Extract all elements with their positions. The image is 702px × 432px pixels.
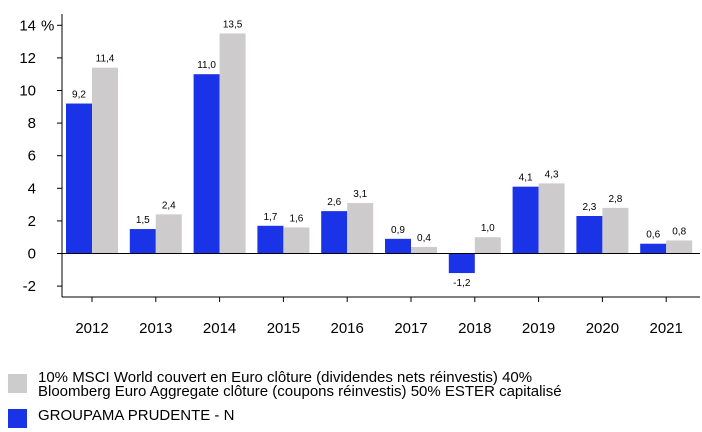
bar-chart: 9,2 11,4 1,5 2,4 11,0 13,5 1,7 1,6 2,6 3,1 0,9 0,4 -…	[19, 14, 700, 337]
x-tick-label-2015: 2015	[267, 320, 300, 337]
x-tick-label-2021: 2021	[650, 320, 683, 337]
x-tick-label-2017: 2017	[394, 320, 427, 337]
y-tick-label-10: 10	[19, 83, 36, 100]
bar-fund-2012	[66, 103, 92, 254]
bar-benchmark-2015	[283, 227, 310, 254]
x-tick-label-2016: 2016	[331, 320, 364, 337]
bar-benchmark-2012	[92, 67, 118, 254]
bar-benchmark-2017	[411, 246, 437, 254]
data-label-benchmark-2021: 0,8	[672, 226, 686, 237]
data-label-benchmark-2018: 1,0	[481, 223, 495, 234]
y-tick-label-2: 2	[28, 213, 36, 230]
bar-fund-2019	[512, 186, 539, 254]
data-label-fund-2015: 1,7	[263, 212, 277, 223]
data-label-fund-2017: 0,9	[391, 225, 405, 236]
bar-benchmark-2013	[155, 214, 182, 254]
y-tick-label-6: 6	[28, 148, 36, 165]
y-tick-label-0: 0	[28, 246, 36, 263]
legend-swatch-fund	[8, 409, 27, 428]
data-label-benchmark-2016: 3,1	[353, 189, 367, 200]
bar-benchmark-2019	[538, 183, 565, 254]
bar-fund-2013	[129, 229, 156, 254]
legend-swatch-benchmark	[8, 374, 27, 393]
data-label-benchmark-2019: 4,3	[545, 169, 559, 180]
data-label-fund-2013: 1,5	[136, 215, 150, 226]
data-label-fund-2018: -1,2	[453, 278, 471, 289]
y-tick-label-12: 12	[19, 50, 36, 67]
x-tick-label-2019: 2019	[522, 320, 555, 337]
bar-benchmark-2020	[602, 207, 629, 254]
data-label-benchmark-2014: 13,5	[223, 19, 243, 30]
data-label-fund-2014: 11,0	[197, 60, 216, 71]
bar-benchmark-2016	[347, 202, 374, 254]
legend-item-benchmark: 10% MSCI World couvert en Euro clôture (…	[8, 369, 562, 400]
data-label-benchmark-2012: 11,4	[96, 54, 115, 65]
x-tick-label-2018: 2018	[458, 320, 491, 337]
bar-fund-2014	[193, 74, 220, 254]
bar-fund-2018	[448, 253, 475, 274]
x-tick-label-2012: 2012	[75, 320, 108, 337]
legend-item-fund: GROUPAMA PRUDENTE - N	[8, 407, 235, 428]
data-label-fund-2012: 9,2	[72, 90, 86, 101]
data-label-benchmark-2020: 2,8	[608, 194, 622, 205]
bar-fund-2020	[576, 216, 603, 254]
bar-benchmark-2018	[474, 237, 501, 254]
x-tick-label-2020: 2020	[586, 320, 619, 337]
legend-label-fund: GROUPAMA PRUDENTE - N	[38, 407, 235, 424]
y-axis-unit: %	[41, 17, 54, 34]
bar-fund-2016	[321, 211, 348, 254]
bar-benchmark-2014	[219, 33, 246, 254]
y-tick-label-14: 14	[19, 17, 36, 34]
y-tick-label-4: 4	[28, 180, 36, 197]
bars-layer	[66, 33, 693, 274]
y-tick-label-8: 8	[28, 115, 36, 132]
axes-layer: 2012 2013 2014 2015 2016 2017 2018 2019 2020 2021…	[19, 14, 700, 337]
bar-fund-2017	[385, 238, 411, 254]
data-label-fund-2016: 2,6	[327, 197, 341, 208]
bar-fund-2015	[257, 225, 284, 254]
bar-benchmark-2021	[666, 240, 693, 254]
x-tick-label-2014: 2014	[203, 320, 236, 337]
data-label-benchmark-2015: 1,6	[289, 213, 303, 224]
x-tick-label-2013: 2013	[139, 320, 172, 337]
legend-label-benchmark: 10% MSCI World couvert en Euro clôture (…	[38, 369, 562, 400]
bar-fund-2021	[640, 243, 667, 254]
data-label-fund-2021: 0,6	[646, 230, 660, 241]
data-label-fund-2019: 4,1	[519, 173, 533, 184]
data-label-benchmark-2013: 2,4	[162, 200, 176, 211]
data-label-benchmark-2017: 0,4	[417, 233, 431, 244]
data-label-fund-2020: 2,3	[582, 202, 596, 213]
y-tick-label--2: -2	[23, 278, 36, 295]
data-labels-layer: 9,2 11,4 1,5 2,4 11,0 13,5 1,7 1,6 2,6 3,1 0,9 0,4 -…	[72, 19, 687, 289]
